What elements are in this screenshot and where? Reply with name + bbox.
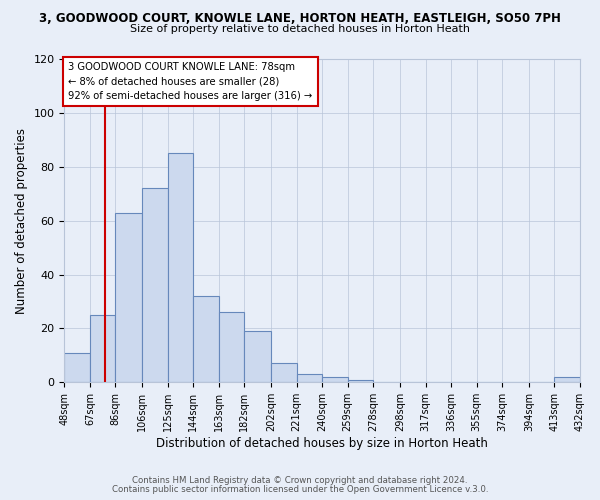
Bar [115, 212, 142, 382]
X-axis label: Distribution of detached houses by size in Horton Heath: Distribution of detached houses by size … [156, 437, 488, 450]
Text: 3, GOODWOOD COURT, KNOWLE LANE, HORTON HEATH, EASTLEIGH, SO50 7PH: 3, GOODWOOD COURT, KNOWLE LANE, HORTON H… [39, 12, 561, 26]
Bar [271, 364, 296, 382]
Text: Contains public sector information licensed under the Open Government Licence v.: Contains public sector information licen… [112, 485, 488, 494]
Text: Size of property relative to detached houses in Horton Heath: Size of property relative to detached ho… [130, 24, 470, 34]
Bar [64, 352, 90, 382]
Bar [90, 315, 115, 382]
Text: Contains HM Land Registry data © Crown copyright and database right 2024.: Contains HM Land Registry data © Crown c… [132, 476, 468, 485]
Bar [296, 374, 322, 382]
Y-axis label: Number of detached properties: Number of detached properties [15, 128, 28, 314]
Bar [244, 331, 271, 382]
Bar [554, 377, 580, 382]
Bar [168, 154, 193, 382]
Bar [219, 312, 244, 382]
Bar [193, 296, 219, 382]
Bar [142, 188, 168, 382]
Bar [348, 380, 373, 382]
Text: 3 GOODWOOD COURT KNOWLE LANE: 78sqm
← 8% of detached houses are smaller (28)
92%: 3 GOODWOOD COURT KNOWLE LANE: 78sqm ← 8%… [68, 62, 313, 102]
Bar [322, 377, 348, 382]
